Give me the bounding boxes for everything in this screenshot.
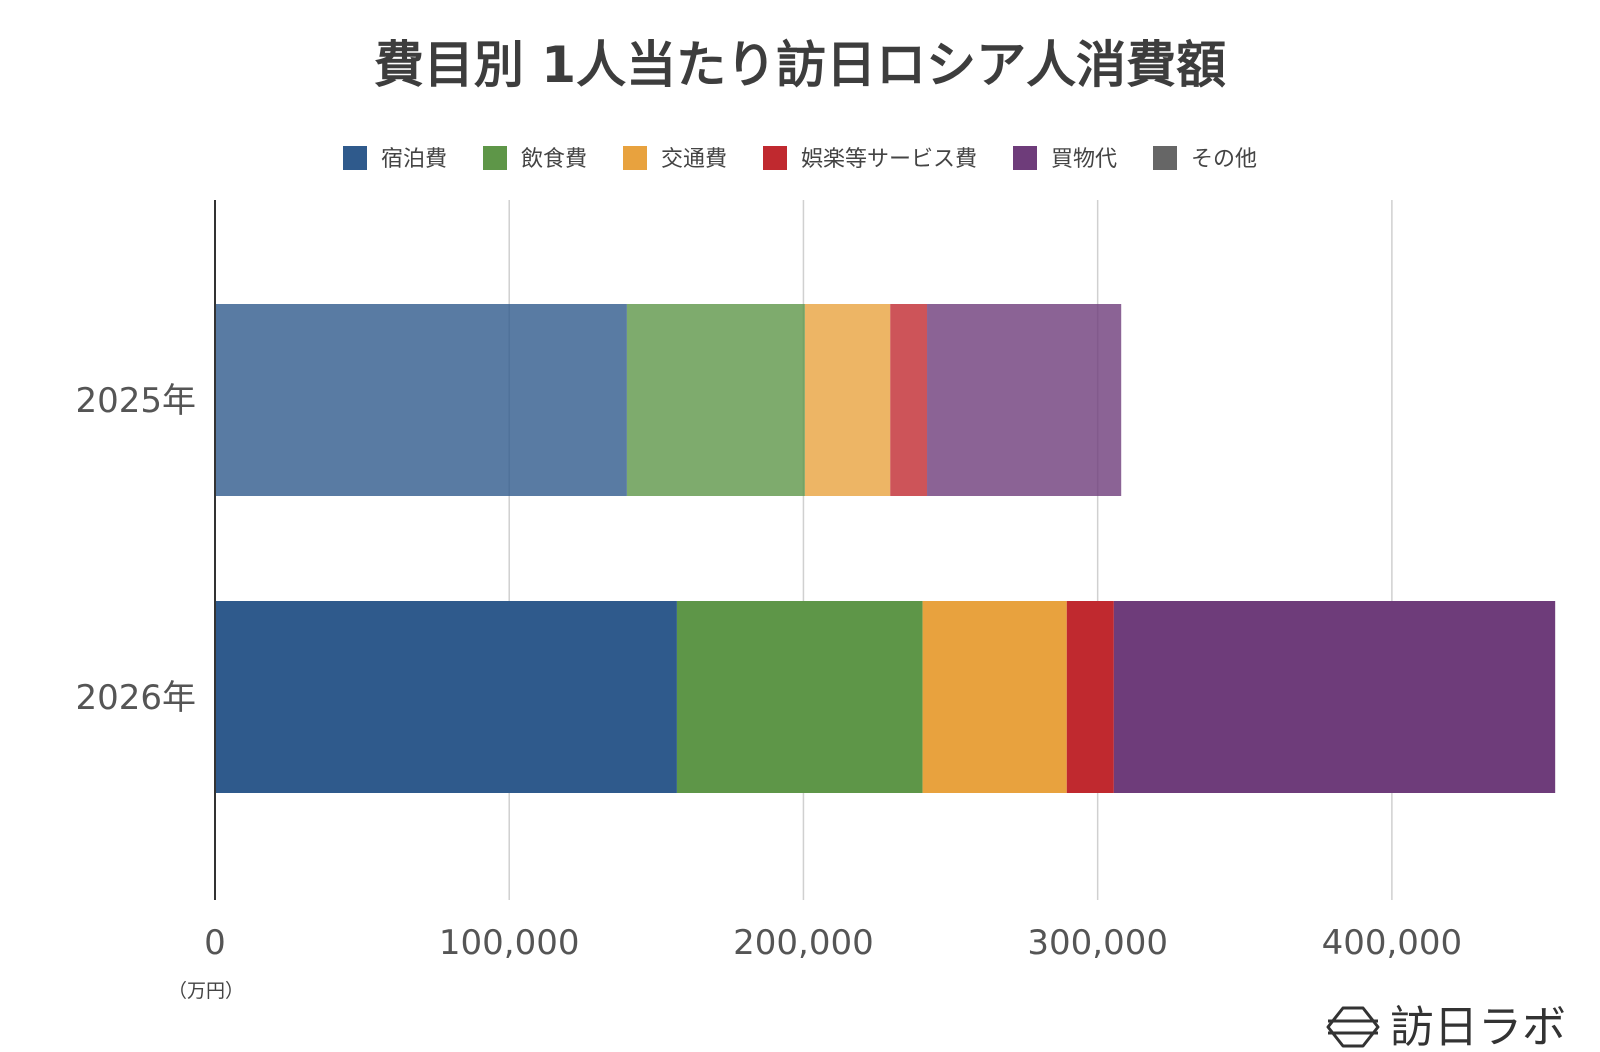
legend-item: その他 — [1153, 146, 1257, 172]
x-tick-label: 300,000 — [1027, 923, 1168, 963]
legend: 宿泊費 飲食費 交通費 娯楽等サービス費 買物代 その他 — [343, 146, 1257, 172]
legend-item: 買物代 — [1013, 146, 1117, 172]
bar-segment — [922, 601, 1067, 793]
legend-swatch — [1153, 146, 1177, 170]
x-tick-label: 400,000 — [1322, 923, 1463, 963]
x-tick-label: 200,000 — [733, 923, 874, 963]
legend-label: 交通費 — [661, 147, 727, 172]
unit-label: （万円） — [168, 980, 244, 1002]
legend-label: 飲食費 — [521, 147, 587, 172]
legend-label: 買物代 — [1051, 147, 1117, 172]
bar-segment — [890, 304, 928, 496]
legend-item: 飲食費 — [483, 146, 587, 172]
hexagon-logo-icon — [1326, 1006, 1380, 1048]
bar-segment — [1113, 601, 1556, 793]
watermark-text: 訪日ラボ — [1390, 1002, 1566, 1048]
category-label: 2026年 — [75, 678, 196, 718]
chart-title: 費目別 1人当たり訪日ロシア人消費額 — [374, 36, 1226, 94]
legend-swatch — [623, 146, 647, 170]
legend-swatch — [763, 146, 787, 170]
bar-segment — [215, 601, 677, 793]
bar-segment — [215, 304, 627, 496]
bar-segment — [676, 601, 923, 793]
y-axis-labels: 2025年 2026年 — [75, 381, 196, 718]
legend-swatch — [483, 146, 507, 170]
legend-swatch — [343, 146, 367, 170]
watermark: 訪日ラボ — [1326, 1002, 1566, 1052]
bar-segment — [626, 304, 805, 496]
legend-item: 宿泊費 — [343, 146, 447, 172]
x-tick-label: 100,000 — [439, 923, 580, 963]
category-label: 2025年 — [75, 381, 196, 421]
bar-segment — [804, 304, 891, 496]
x-axis-labels: 0 100,000 200,000 300,000 400,000 — [204, 923, 1462, 963]
legend-label: その他 — [1191, 147, 1257, 172]
legend-item: 娯楽等サービス費 — [763, 146, 977, 172]
x-tick-label: 0 — [204, 923, 226, 963]
bars — [215, 304, 1556, 793]
bar-segment — [927, 304, 1122, 496]
bar-segment — [1066, 601, 1114, 793]
legend-item: 交通費 — [623, 146, 727, 172]
legend-label: 娯楽等サービス費 — [801, 147, 977, 172]
legend-swatch — [1013, 146, 1037, 170]
legend-label: 宿泊費 — [381, 147, 447, 172]
